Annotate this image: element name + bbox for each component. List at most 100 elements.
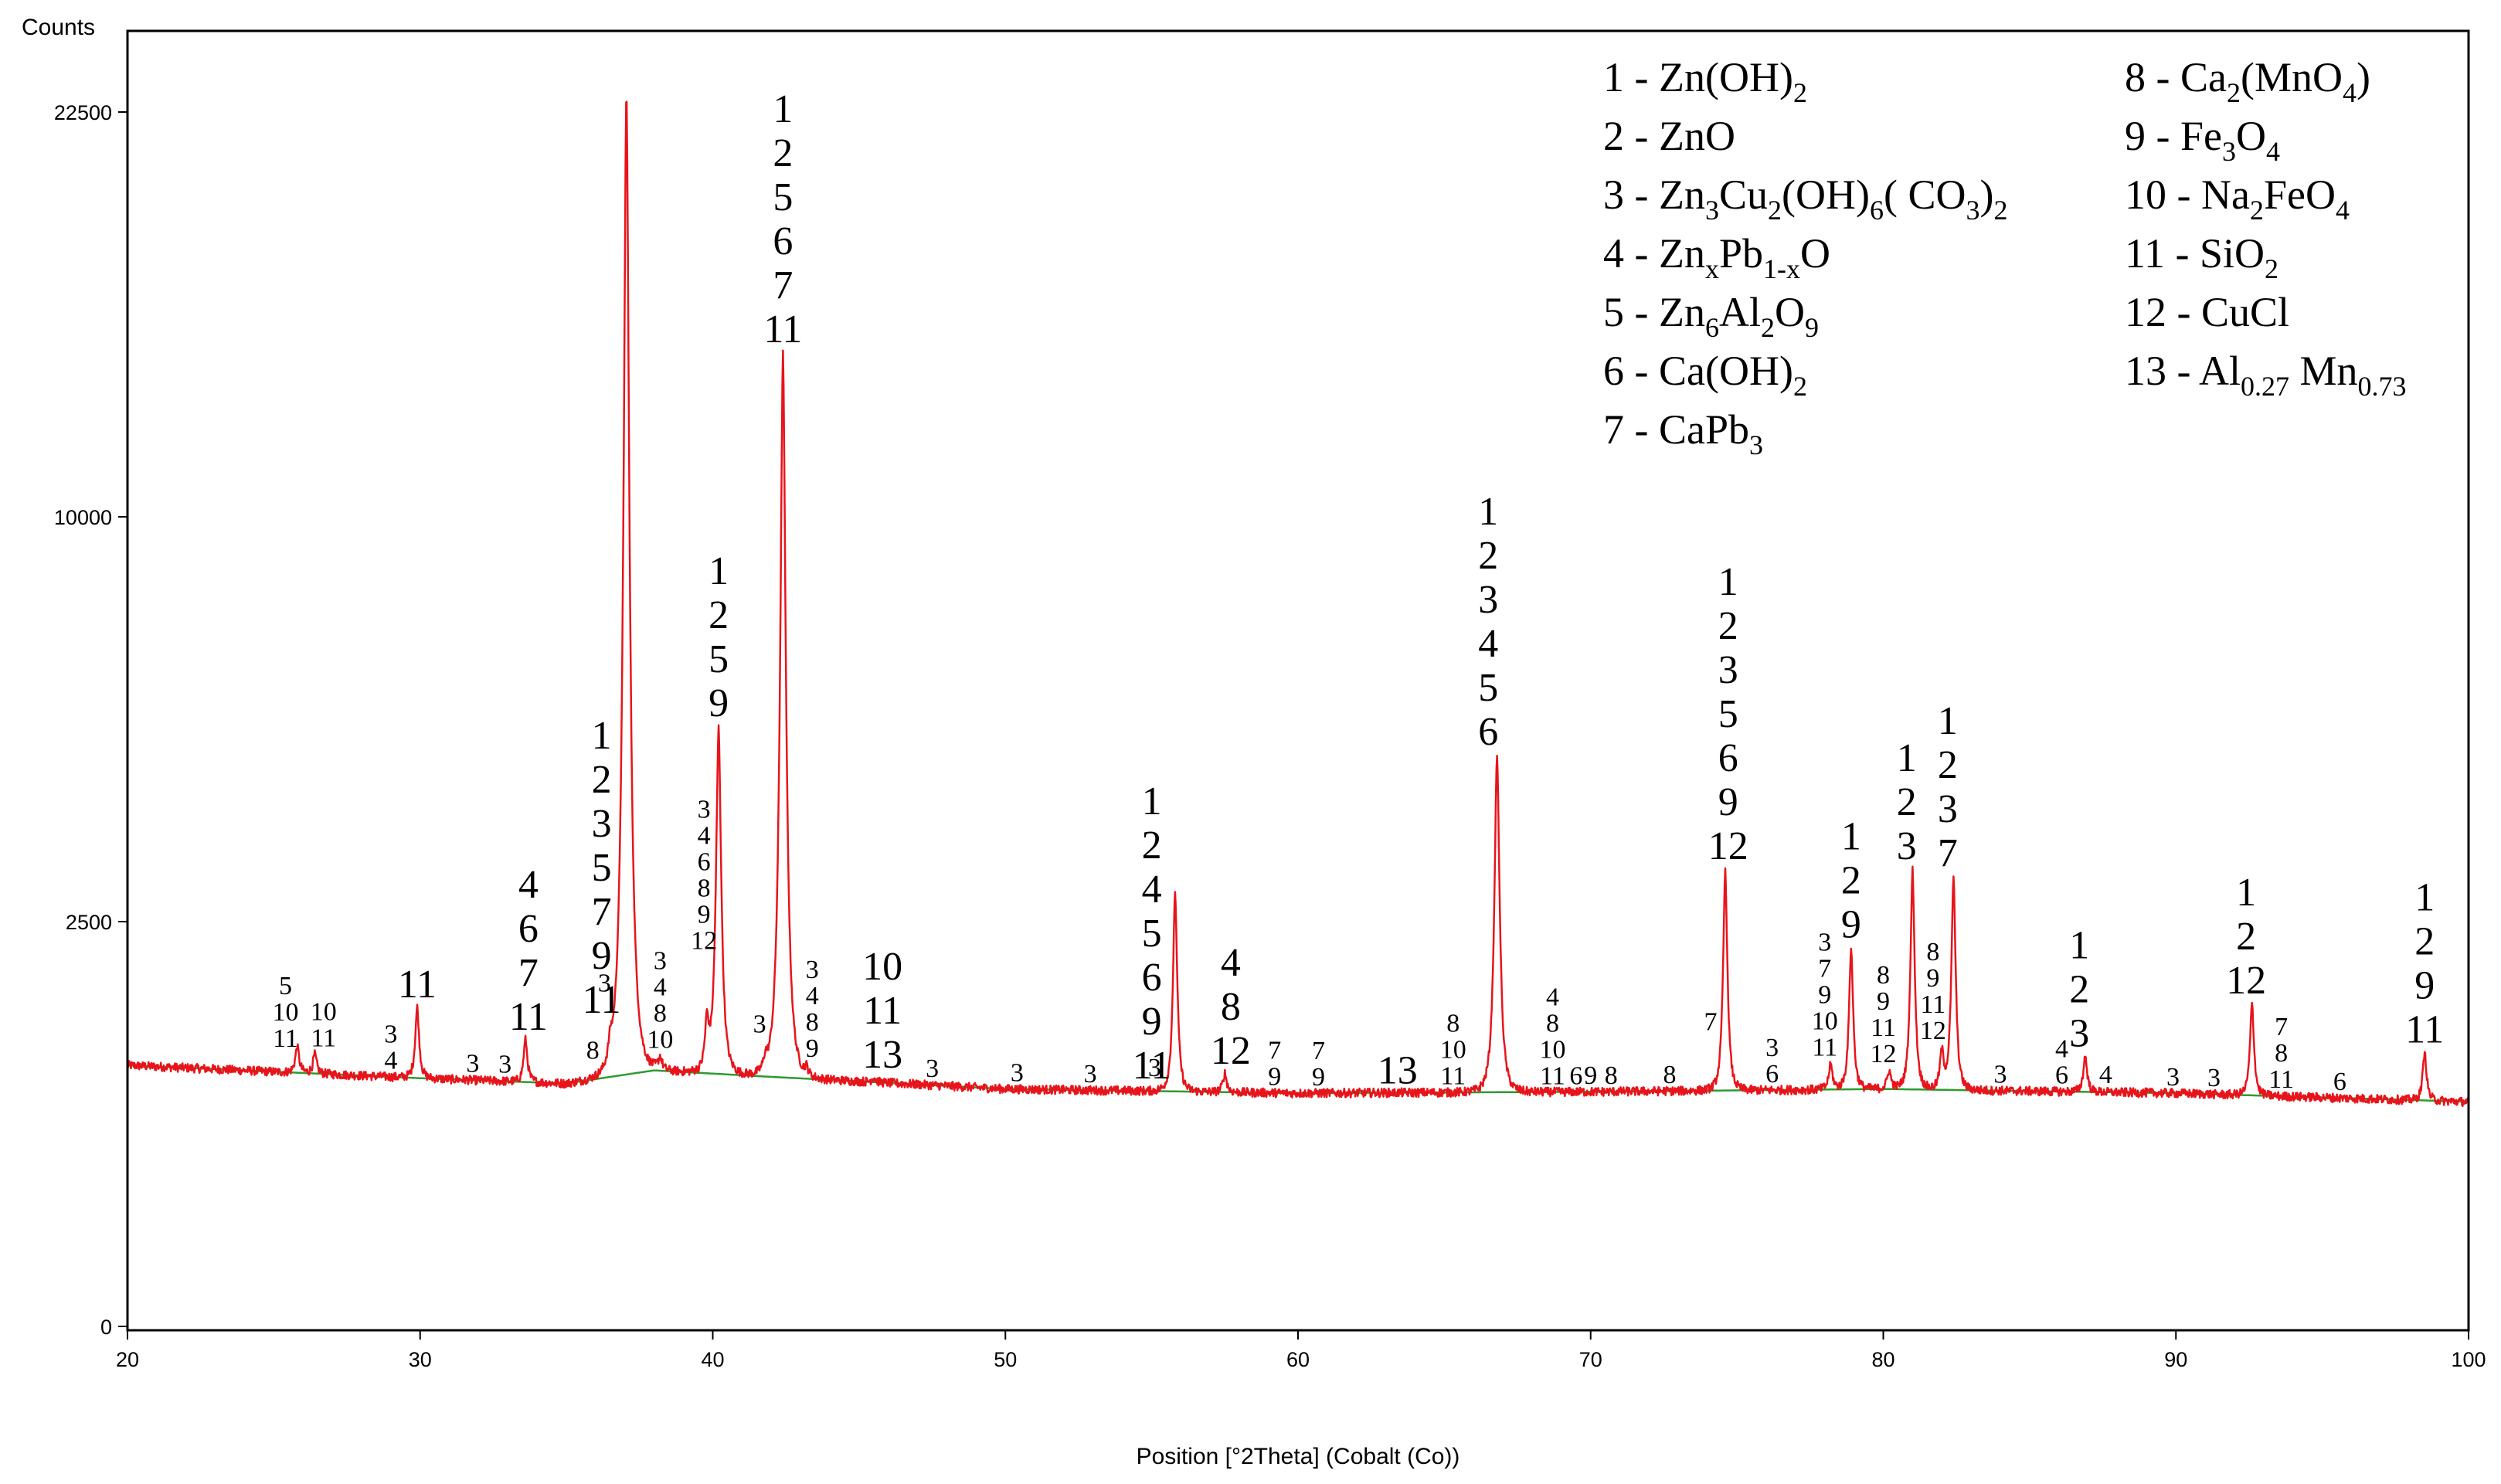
peak-annotation-label: 12 bbox=[1211, 1029, 1251, 1073]
peak-annotation-label: 8 bbox=[1877, 961, 1890, 990]
peak-annotation-label: 11 bbox=[1812, 1034, 1837, 1062]
x-tick-label: 50 bbox=[994, 1348, 1017, 1371]
peak-annotation-label: 3 bbox=[1897, 824, 1917, 868]
peak-annotation-label: 5 bbox=[1478, 666, 1498, 710]
peak-annotation-label: 12 bbox=[2226, 959, 2266, 1003]
peak-annotation-label: 2 bbox=[1478, 534, 1498, 578]
legend-subscript: 4 bbox=[2336, 195, 2350, 226]
peak-annotation-label: 9 bbox=[1841, 902, 1861, 946]
legend-text-segment: Mn bbox=[2289, 348, 2358, 394]
y-tick-label: 0 bbox=[100, 1316, 112, 1339]
legend-text-segment: 2 - ZnO bbox=[1603, 113, 1735, 159]
legend-text-segment: FeO bbox=[2264, 171, 2336, 218]
peak-annotation-label: 2 bbox=[1718, 604, 1738, 648]
peak-annotation-label: 2 bbox=[773, 131, 793, 175]
peak-annotation-label: 1 bbox=[2414, 876, 2435, 920]
x-tick-label: 80 bbox=[1871, 1348, 1894, 1371]
peak-annotation-label: 1 bbox=[1938, 699, 1958, 743]
peak-annotation-label: 5 bbox=[773, 175, 793, 219]
legend-subscript: 3 bbox=[1749, 430, 1763, 460]
peak-annotation-label: 7 bbox=[1818, 955, 1831, 983]
legend-subscript: 2 bbox=[1793, 77, 1807, 108]
peak-annotation-label: 9 bbox=[1718, 780, 1738, 824]
peak-annotation-label: 3 bbox=[498, 1051, 511, 1079]
peak-annotation-label: 7 bbox=[773, 263, 793, 307]
diffraction-pattern-line bbox=[126, 100, 2470, 1107]
peak-annotation-label: 6 bbox=[1765, 1060, 1779, 1088]
legend-text-segment: 7 - CaPb bbox=[1603, 406, 1749, 453]
legend-subscript: 2 bbox=[1993, 195, 2007, 226]
legend-entry: 10 - Na2FeO4 bbox=[2125, 171, 2350, 226]
peak-annotation-label: 9 bbox=[1926, 964, 1939, 993]
peak-annotation-label: 4 bbox=[1142, 868, 1162, 912]
peak-annotation-label: 3 bbox=[466, 1050, 479, 1078]
legend-text-segment: O bbox=[2236, 113, 2266, 159]
peak-annotation-label: 1 bbox=[1142, 779, 1162, 824]
legend-text-segment: 9 - Fe bbox=[2125, 113, 2222, 159]
peak-annotation-label: 1 bbox=[1841, 814, 1861, 858]
peak-annotation-label: 4 bbox=[2099, 1061, 2112, 1089]
peak-annotation-label: 4 bbox=[2055, 1034, 2068, 1063]
peak-annotation-label: 1 bbox=[1897, 736, 1917, 780]
peak-annotation-label: 3 bbox=[1994, 1061, 2007, 1089]
peak-annotation-label: 4 bbox=[806, 982, 819, 1010]
peak-annotation-label: 3 bbox=[1084, 1060, 1097, 1088]
legend-entry: 11 - SiO2 bbox=[2125, 230, 2278, 284]
x-tick-label: 60 bbox=[1286, 1348, 1310, 1371]
peak-annotation-label: 4 bbox=[698, 822, 711, 851]
x-axis-title: Position [°2Theta] (Cobalt (Co)) bbox=[1137, 1444, 1460, 1469]
peak-annotation-label: 6 bbox=[518, 907, 539, 951]
peak-annotation-label: 3 bbox=[384, 1020, 397, 1048]
peak-annotation-label: 6 bbox=[1569, 1061, 1582, 1090]
peak-annotation-label: 11 bbox=[1440, 1061, 1466, 1090]
axes-layer: 20 30 40 50 60 70 80 90 100 0 2500 10000 22500 bbox=[54, 101, 2486, 1371]
peak-annotation-label: 1 bbox=[2236, 871, 2256, 915]
legend-subscript: 6 bbox=[1870, 195, 1884, 226]
peak-annotation-label: 8 bbox=[1546, 1009, 1559, 1037]
legend-subscript: 0.73 bbox=[2358, 371, 2407, 402]
peak-annotation-label: 11 bbox=[863, 989, 902, 1033]
peak-annotation-label: 7 bbox=[1938, 831, 1958, 875]
peak-annotation-label: 7 bbox=[1312, 1037, 1325, 1065]
peak-annotation-label: 6 bbox=[1478, 710, 1498, 754]
peak-annotation-label: 3 bbox=[753, 1010, 766, 1038]
peak-annotation-label: 11 bbox=[398, 963, 437, 1007]
peak-annotation-label: 3 bbox=[1765, 1034, 1779, 1062]
peak-annotation-label: 10 bbox=[1440, 1035, 1466, 1064]
x-tick-label: 20 bbox=[116, 1348, 139, 1371]
peak-annotation-label: 7 bbox=[592, 890, 612, 934]
legend-text-segment: ( CO bbox=[1884, 171, 1966, 218]
peak-annotation-label: 3 bbox=[654, 946, 667, 975]
legend-text-segment: Al bbox=[1719, 289, 1761, 335]
peak-annotation-label: 3 bbox=[2166, 1063, 2180, 1092]
x-tick-label: 100 bbox=[2451, 1348, 2486, 1371]
legend-entry: 13 - Al0.27 Mn0.73 bbox=[2125, 348, 2407, 402]
legend-text-segment: Pb bbox=[1719, 230, 1763, 277]
peak-annotation-label: 8 bbox=[1926, 938, 1939, 966]
peak-annotation-label: 2 bbox=[1938, 743, 1958, 787]
peak-annotation-label: 1 bbox=[1718, 560, 1738, 604]
peak-annotation-label: 5 bbox=[1142, 912, 1162, 956]
legend-text-segment: 12 - CuCl bbox=[2125, 289, 2289, 335]
legend-text-segment: (OH) bbox=[1782, 171, 1870, 218]
peak-annotation-label: 2 bbox=[2069, 967, 2089, 1011]
legend-text-segment: 5 - Zn bbox=[1603, 289, 1705, 335]
peak-annotation-label: 13 bbox=[862, 1033, 902, 1077]
peak-annotation-label: 4 bbox=[518, 863, 539, 907]
peak-annotation-label: 6 bbox=[1718, 736, 1738, 780]
peak-annotation-label: 1 bbox=[592, 714, 612, 758]
legend-text-segment: ) bbox=[1979, 171, 1993, 218]
peak-annotation-label: 11 bbox=[763, 307, 802, 351]
peak-annotation-label: 8 bbox=[654, 999, 667, 1027]
peak-annotation-label: 12 bbox=[1708, 824, 1748, 868]
peak-annotation-label: 11 bbox=[273, 1024, 298, 1053]
peak-annotation-label: 8 bbox=[2275, 1039, 2288, 1068]
peak-annotation-label: 9 bbox=[806, 1034, 819, 1063]
peak-annotation-label: 7 bbox=[2275, 1013, 2288, 1041]
peak-annotation-label: 9 bbox=[592, 934, 612, 978]
legend-subscript: 6 bbox=[1705, 312, 1719, 343]
diffraction-pattern-layer bbox=[126, 100, 2470, 1107]
peak-annotation-label: 3 bbox=[698, 796, 711, 824]
legend-text-segment: 3 - Zn bbox=[1603, 171, 1705, 218]
legend-entry: 2 - ZnO bbox=[1603, 113, 1735, 159]
